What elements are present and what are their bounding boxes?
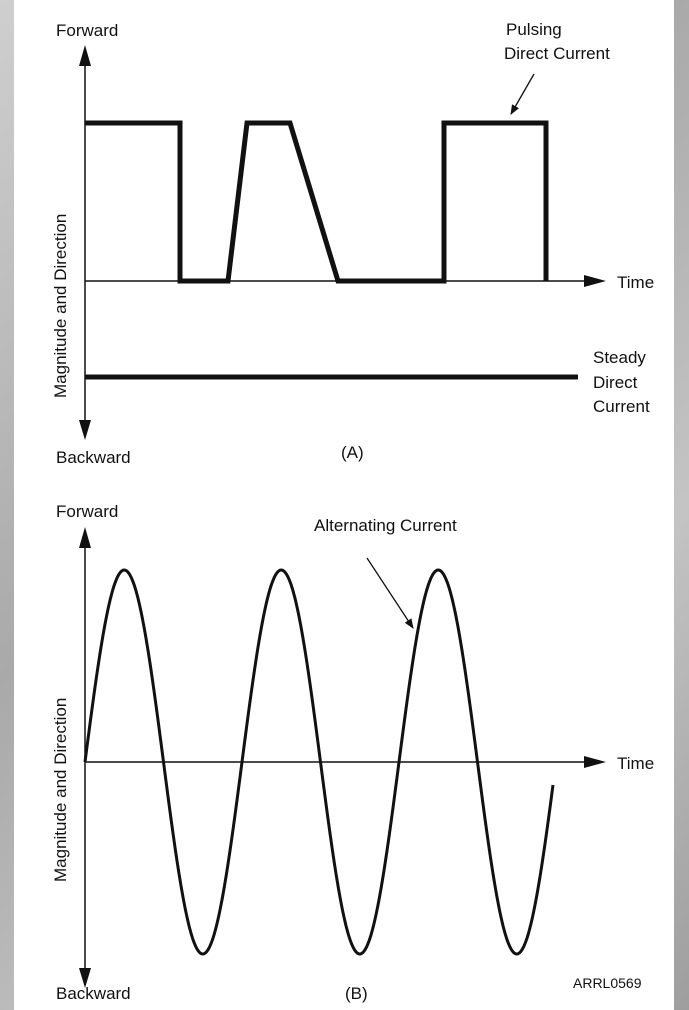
label-alternating-current: Alternating Current — [314, 516, 457, 535]
label-a-ylabel: Magnitude and Direction — [51, 214, 70, 398]
caption-b: (B) — [345, 984, 368, 1003]
label-a-time: Time — [617, 273, 654, 292]
label-steady-line3: Current — [593, 397, 650, 416]
diagram-b: Forward Backward Magnitude and Direction… — [51, 502, 654, 1003]
arrow-b-down-icon — [79, 968, 91, 988]
pointer-ac-icon — [366, 557, 414, 629]
label-a-forward: Forward — [56, 21, 118, 40]
caption-a: (A) — [341, 443, 364, 462]
arrow-a-down-icon — [79, 420, 91, 440]
label-steady-line1: Steady — [593, 348, 646, 367]
arrow-a-time-icon — [584, 275, 606, 287]
arrow-b-time-icon — [584, 756, 606, 768]
label-b-time: Time — [617, 754, 654, 773]
label-pulsing-line2: Direct Current — [504, 44, 610, 63]
arrow-b-up-icon — [79, 527, 91, 548]
label-steady-line2: Direct — [593, 373, 638, 392]
pointer-pulsing-icon — [510, 73, 535, 115]
label-b-backward: Backward — [56, 984, 131, 1003]
waveform-alternating-current — [83, 568, 555, 956]
diagram-a: Forward Backward Magnitude and Direction… — [51, 20, 654, 467]
label-b-forward: Forward — [56, 502, 118, 521]
figure-panel — [14, 0, 674, 1010]
arrow-a-up-icon — [79, 45, 91, 66]
waveform-pulsing-dc — [85, 120, 549, 284]
label-a-backward: Backward — [56, 448, 131, 467]
label-b-ylabel: Magnitude and Direction — [51, 698, 70, 882]
figure-id: ARRL0569 — [573, 975, 642, 991]
label-pulsing-line1: Pulsing — [506, 20, 562, 39]
